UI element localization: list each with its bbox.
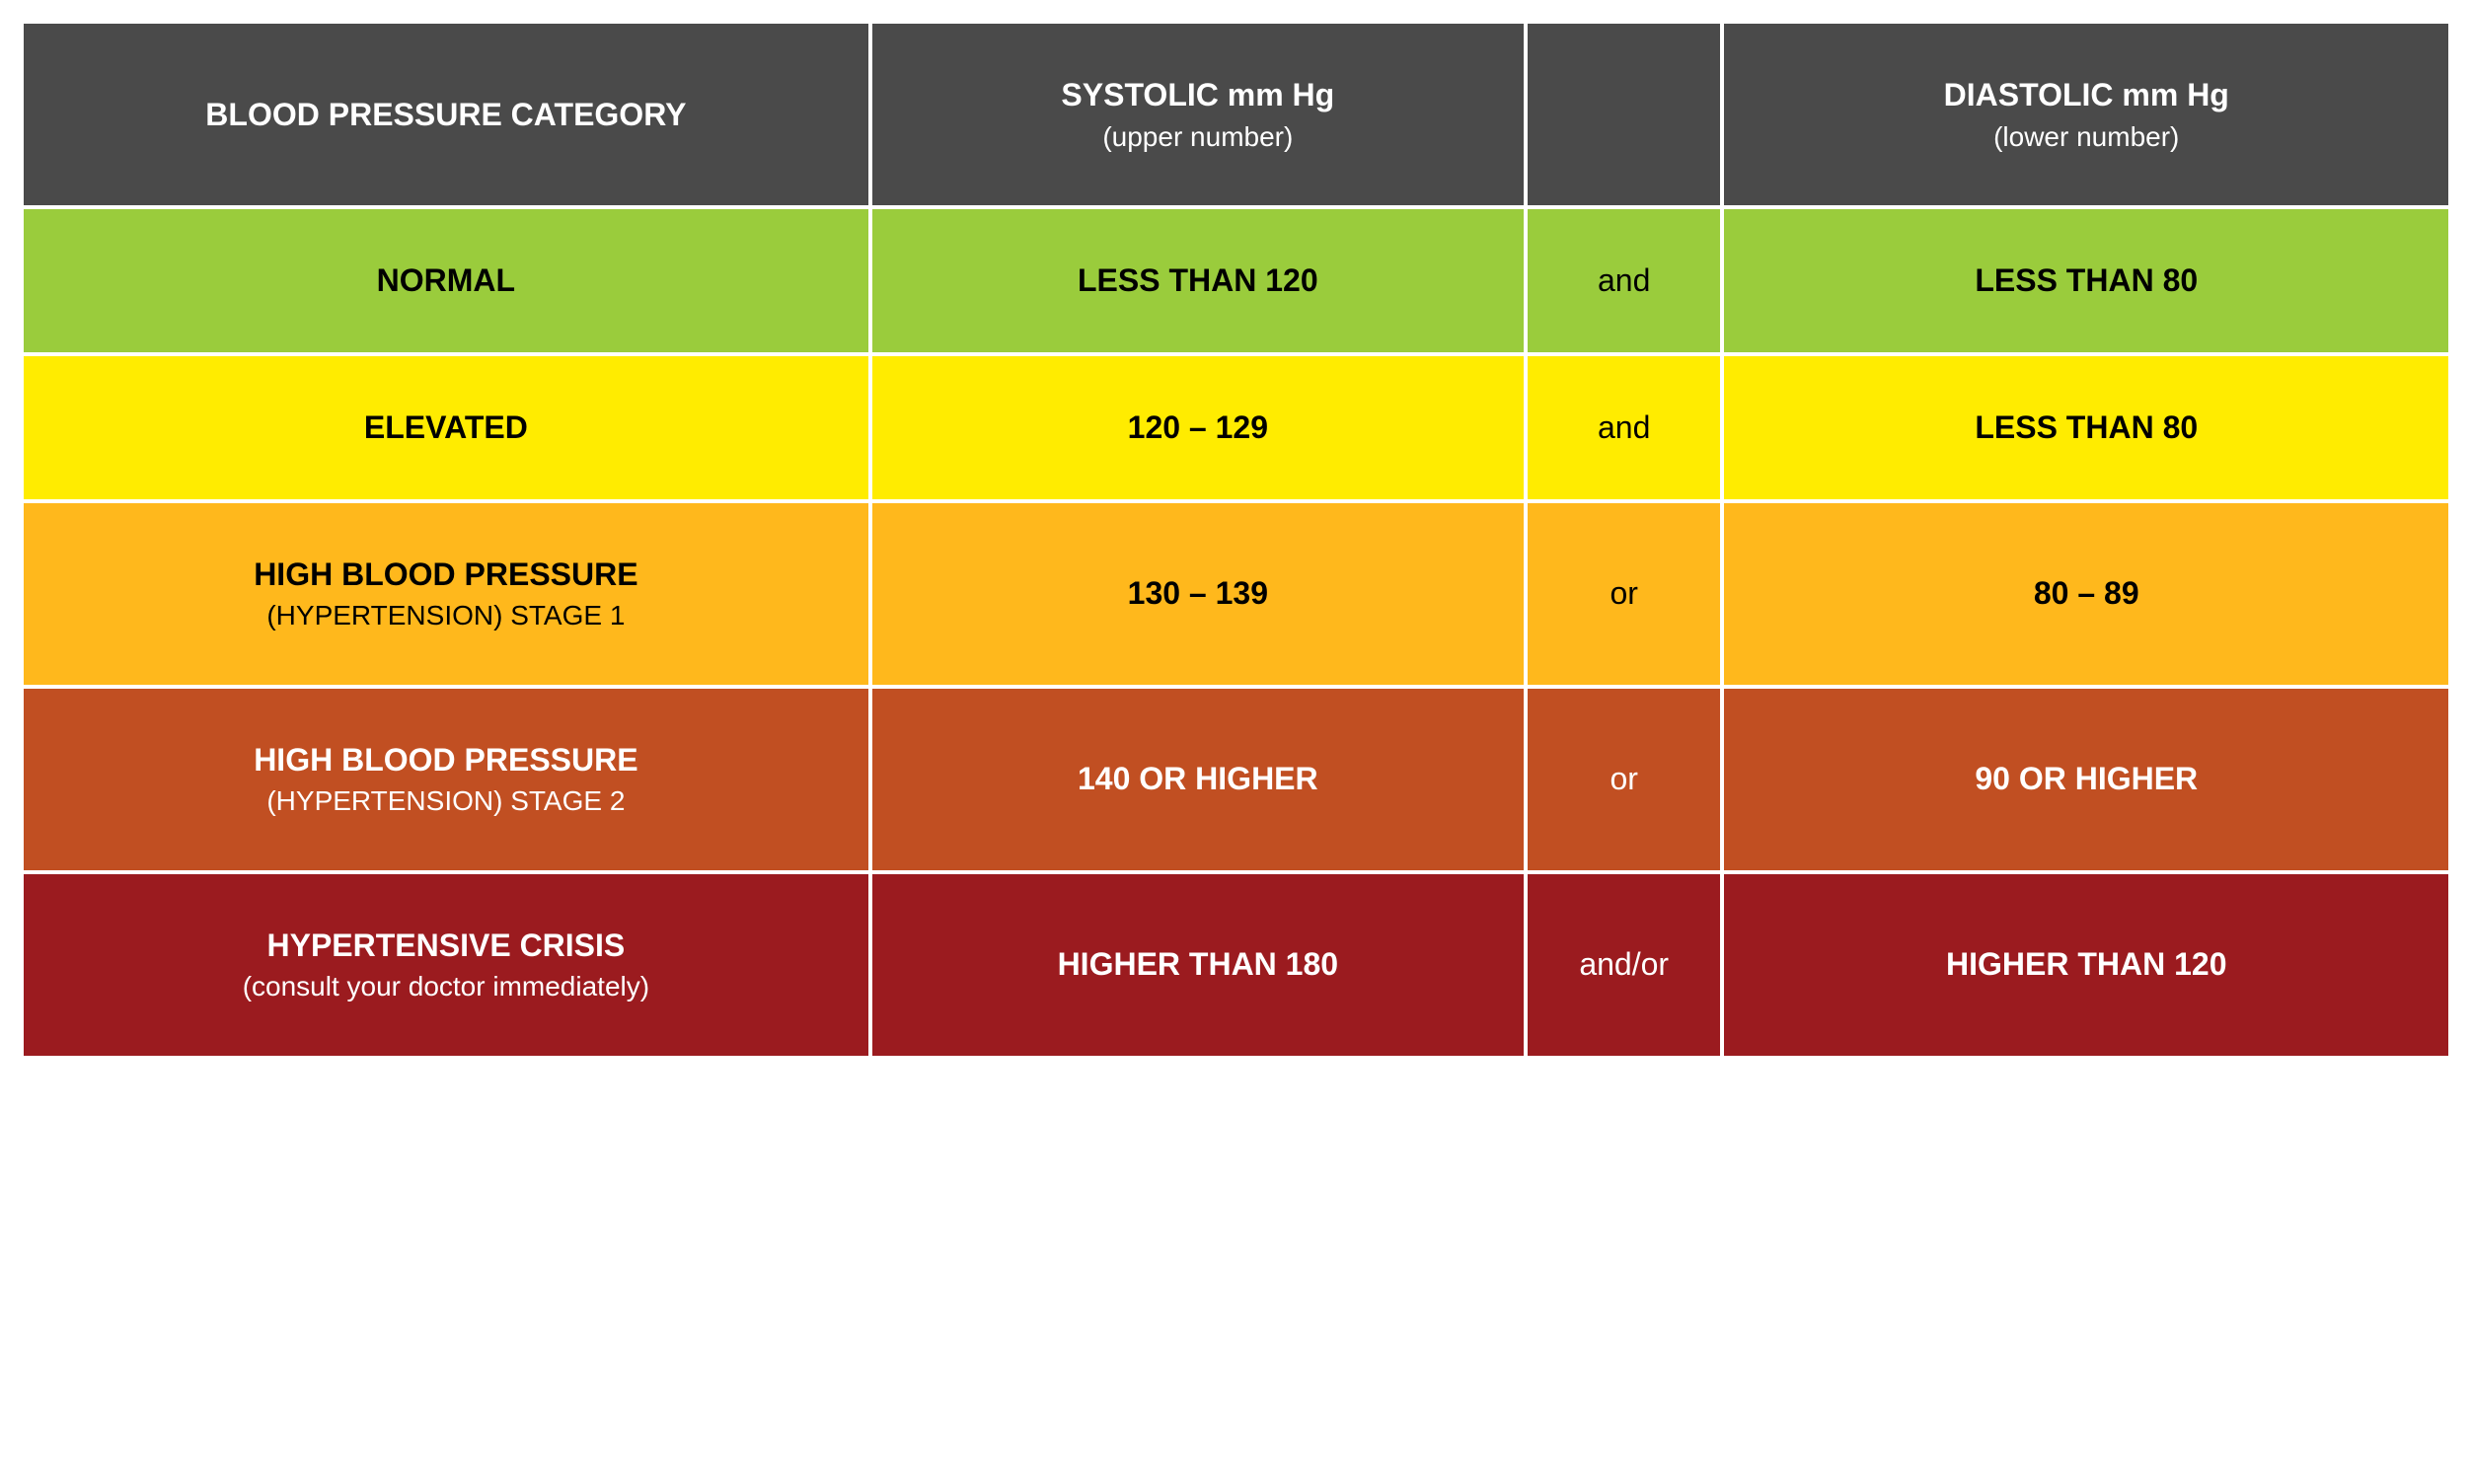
header-category: BLOOD PRESSURE CATEGORY xyxy=(24,24,868,205)
category-cell: HIGH BLOOD PRESSURE (HYPERTENSION) STAGE … xyxy=(24,503,868,685)
blood-pressure-table: BLOOD PRESSURE CATEGORY SYSTOLIC mm Hg (… xyxy=(20,20,2452,1060)
systolic-cell: 130 – 139 xyxy=(872,503,1524,685)
category-sub: (HYPERTENSION) STAGE 2 xyxy=(43,781,849,820)
header-diastolic-sub: (lower number) xyxy=(1744,117,2429,156)
table-row: ELEVATED 120 – 129andLESS THAN 80 xyxy=(24,356,2448,499)
category-cell: NORMAL xyxy=(24,209,868,352)
table-body: NORMALLESS THAN 120andLESS THAN 80ELEVAT… xyxy=(24,209,2448,1056)
conjunction-cell: and/or xyxy=(1528,874,1721,1056)
systolic-cell: HIGHER THAN 180 xyxy=(872,874,1524,1056)
diastolic-cell: LESS THAN 80 xyxy=(1724,209,2448,352)
category-cell: ELEVATED xyxy=(24,356,868,499)
systolic-cell: 120 – 129 xyxy=(872,356,1524,499)
category-main: HIGH BLOOD PRESSURE xyxy=(254,556,637,592)
header-systolic-main: SYSTOLIC mm Hg xyxy=(1061,77,1334,112)
category-main: ELEVATED xyxy=(364,409,528,445)
category-cell: HIGH BLOOD PRESSURE(HYPERTENSION) STAGE … xyxy=(24,689,868,870)
category-cell: HYPERTENSIVE CRISIS (consult your doctor … xyxy=(24,874,868,1056)
header-category-main: BLOOD PRESSURE CATEGORY xyxy=(205,97,686,132)
category-main: HYPERTENSIVE CRISIS xyxy=(267,928,626,963)
category-main: NORMAL xyxy=(377,262,515,298)
table-row: HYPERTENSIVE CRISIS (consult your doctor … xyxy=(24,874,2448,1056)
category-main: HIGH BLOOD PRESSURE xyxy=(254,742,637,778)
header-diastolic: DIASTOLIC mm Hg (lower number) xyxy=(1724,24,2448,205)
conjunction-cell: or xyxy=(1528,503,1721,685)
header-systolic-sub: (upper number) xyxy=(892,117,1504,156)
conjunction-cell: and xyxy=(1528,209,1721,352)
table-row: NORMAL LESS THAN 120andLESS THAN 80 xyxy=(24,209,2448,352)
header-conjunction xyxy=(1528,24,1721,205)
systolic-cell: LESS THAN 120 xyxy=(872,209,1524,352)
table-header-row: BLOOD PRESSURE CATEGORY SYSTOLIC mm Hg (… xyxy=(24,24,2448,205)
conjunction-cell: or xyxy=(1528,689,1721,870)
category-sub: (consult your doctor immediately) xyxy=(43,967,849,1005)
diastolic-cell: 90 OR HIGHER xyxy=(1724,689,2448,870)
table-row: HIGH BLOOD PRESSURE (HYPERTENSION) STAGE … xyxy=(24,503,2448,685)
category-sub: (HYPERTENSION) STAGE 1 xyxy=(43,596,849,634)
diastolic-cell: HIGHER THAN 120 xyxy=(1724,874,2448,1056)
header-diastolic-main: DIASTOLIC mm Hg xyxy=(1944,77,2229,112)
conjunction-cell: and xyxy=(1528,356,1721,499)
header-systolic: SYSTOLIC mm Hg (upper number) xyxy=(872,24,1524,205)
diastolic-cell: LESS THAN 80 xyxy=(1724,356,2448,499)
systolic-cell: 140 OR HIGHER xyxy=(872,689,1524,870)
table-row: HIGH BLOOD PRESSURE(HYPERTENSION) STAGE … xyxy=(24,689,2448,870)
diastolic-cell: 80 – 89 xyxy=(1724,503,2448,685)
